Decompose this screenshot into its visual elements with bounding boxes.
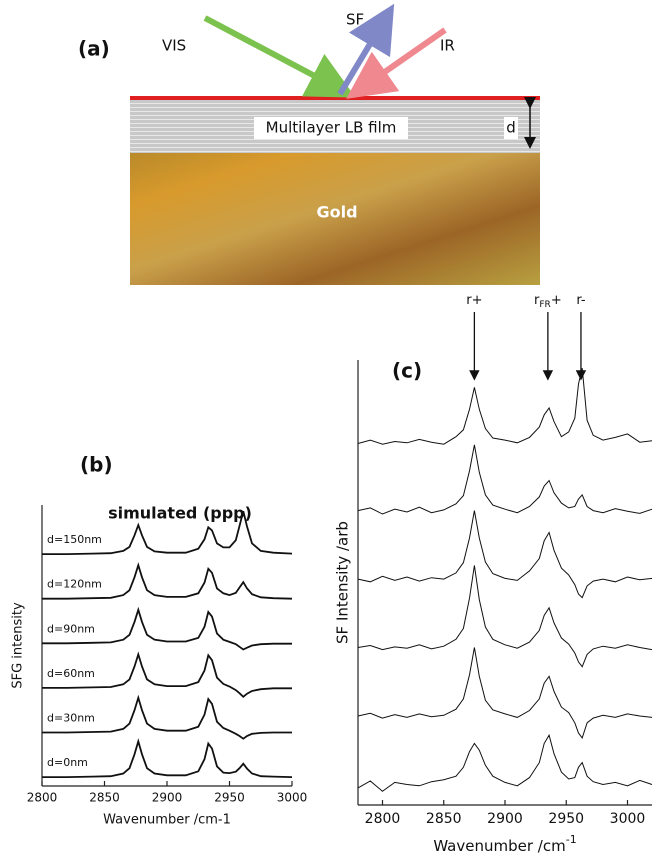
- ir-beam: [346, 27, 447, 99]
- thickness-label: d: [506, 119, 516, 137]
- x-tick-label: 2800: [365, 811, 401, 827]
- x-tick-label: 2850: [426, 811, 462, 827]
- spectrum-line: [42, 510, 293, 555]
- series-label: d=120nm: [47, 578, 102, 591]
- series-label: d=30nm: [47, 711, 95, 724]
- spectrum-line: [42, 651, 292, 699]
- beam-label: SF: [346, 11, 364, 29]
- substrate-label: Gold: [316, 203, 357, 222]
- spectrum-line: [42, 738, 293, 778]
- diagram: (a) VIS SF IR Multilayer LB film d Gold: [78, 3, 540, 285]
- peak-label: r+: [466, 293, 482, 308]
- series-label: d=150nm: [47, 533, 102, 546]
- spectrum-line: [357, 510, 653, 599]
- x-axis-label: Wavenumber /cm-1: [433, 833, 576, 855]
- x-tick-label: 3000: [277, 791, 308, 805]
- x-tick-label: 3000: [610, 811, 646, 827]
- film-label: Multilayer LB film: [266, 119, 397, 137]
- peak-label-sub: FR: [539, 300, 550, 310]
- x-tick-label: 2900: [152, 791, 183, 805]
- vis-beam: [203, 15, 356, 98]
- peak-label-text: r+: [466, 293, 482, 308]
- x-tick-label: 2950: [548, 811, 584, 827]
- chart-title: simulated (ppp): [108, 504, 252, 523]
- x-axis-label-sup: -1: [566, 833, 577, 846]
- thickness-label-bg: [504, 117, 518, 139]
- spectrum-line: [42, 606, 292, 651]
- y-axis-label: SFG intensity: [11, 602, 26, 689]
- panel-label: (b): [80, 453, 113, 477]
- panel-label: (a): [78, 37, 110, 61]
- peak-label-text: r: [534, 293, 540, 308]
- spectrum-line: [357, 565, 653, 668]
- peak-label: r-: [576, 293, 586, 308]
- spectrum-line: [357, 647, 653, 739]
- x-tick-label: 2850: [89, 791, 120, 805]
- series-label: d=0nm: [47, 756, 88, 769]
- series-label: d=60nm: [47, 667, 95, 680]
- y-axis-label: SF Intensity /arb: [334, 521, 352, 644]
- spectrum-line: [357, 444, 653, 515]
- panel-label: (c): [392, 359, 422, 383]
- peak-label-text: r-: [576, 293, 586, 308]
- spectrum-line: [42, 694, 292, 740]
- beam-label: VIS: [162, 37, 186, 55]
- x-axis-label: Wavenumber /cm-1: [103, 813, 231, 828]
- x-tick-label: 2950: [214, 791, 245, 805]
- beam-label: IR: [440, 37, 455, 55]
- spectrum-line: [357, 733, 653, 792]
- series-label: d=90nm: [47, 622, 95, 635]
- gold-substrate: [130, 153, 540, 285]
- peak-label: rFR+: [534, 293, 562, 310]
- x-axis-label-text: Wavenumber /cm: [433, 837, 565, 855]
- x-tick-label: 2900: [487, 811, 523, 827]
- x-tick-label: 2800: [27, 791, 58, 805]
- spectrum-line: [42, 562, 293, 600]
- spectrum-line: [357, 368, 653, 445]
- peak-label-suffix: +: [551, 293, 562, 308]
- film-label-bg: [254, 117, 408, 139]
